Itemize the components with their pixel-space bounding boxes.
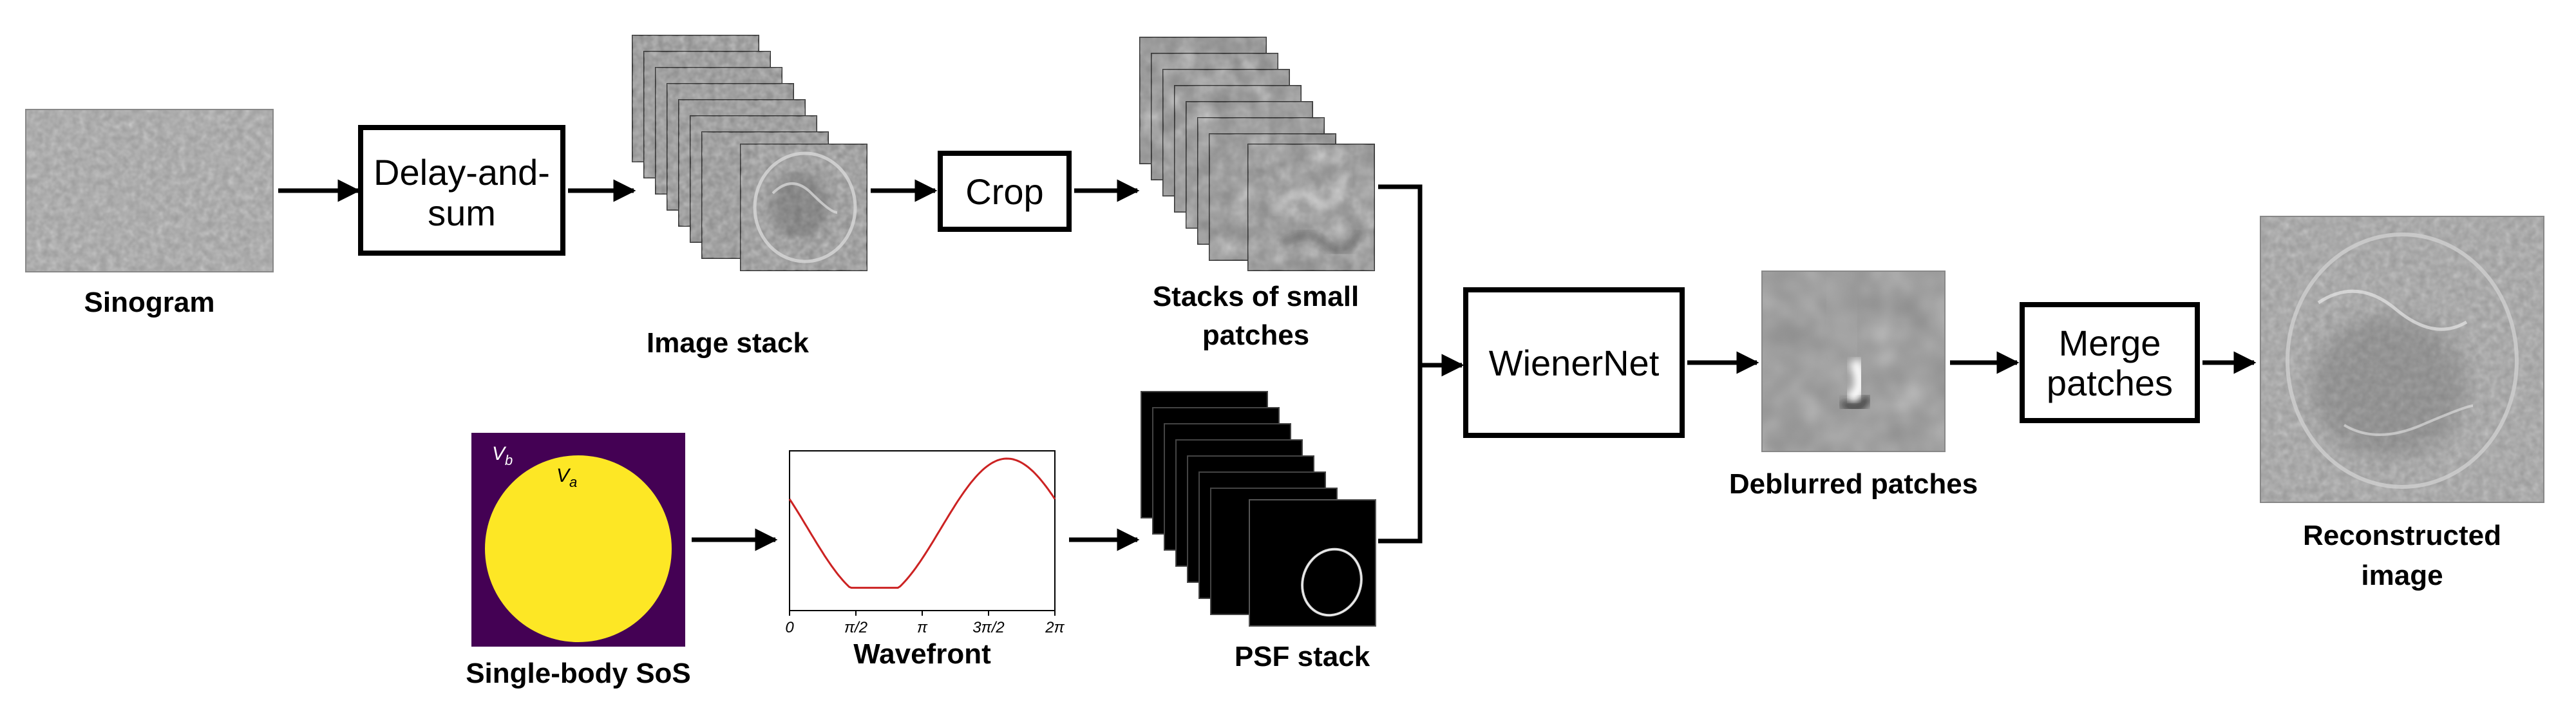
wavefront-plot: 0 π/2 π 3π/2 2π	[785, 450, 1065, 636]
psf-front-image	[1249, 499, 1376, 627]
sos-disk	[485, 455, 672, 642]
wavefront-tick-label: 0	[785, 619, 794, 636]
psf-stack-label: PSF stack	[1235, 641, 1370, 672]
deblurred-label: Deblurred patches	[1729, 468, 1978, 500]
wavefront-tick-label: 2π	[1045, 619, 1065, 636]
stack-front-image	[740, 144, 867, 271]
psf-stack	[1141, 391, 1376, 627]
wavefront-label: Wavefront	[853, 638, 991, 670]
deblurred-patch-image	[1761, 271, 1946, 452]
image-stack	[632, 35, 867, 271]
wavefront-tick-label: 3π/2	[972, 619, 1004, 636]
wienernet-label: WienerNet	[1489, 343, 1660, 383]
crop-label: Crop	[965, 171, 1043, 212]
connector-bracket	[1378, 184, 1423, 544]
image-stack-label: Image stack	[647, 327, 809, 359]
merge-patches-block: Merge patches	[2020, 302, 2200, 423]
wienernet-block: WienerNet	[1463, 287, 1685, 438]
wavefront-tick-label: π/2	[844, 619, 867, 636]
reconstructed-label-2: image	[2361, 560, 2443, 591]
crop-block: Crop	[938, 151, 1072, 232]
vb-label: Vb	[492, 443, 513, 468]
small-patches-label-1: Stacks of small	[1153, 281, 1359, 312]
sos-map: Vb Va	[471, 433, 685, 647]
merge-label-2: patches	[2047, 363, 2173, 403]
sinogram-label: Sinogram	[84, 287, 215, 318]
wavefront-curve	[788, 457, 1056, 589]
wavefront-axes	[789, 450, 1056, 611]
delay-and-sum-block: Delay-and- sum	[358, 125, 565, 256]
small-patches-label-2: patches	[1202, 319, 1309, 351]
va-label: Va	[556, 465, 577, 490]
merge-label-1: Merge	[2059, 323, 2161, 363]
patch-front-image	[1247, 144, 1375, 271]
wavefront-xticks: 0 π/2 π 3π/2 2π	[785, 611, 1065, 636]
single-body-label: Single-body SoS	[466, 658, 691, 689]
merge-connector	[1378, 184, 1464, 544]
small-patch-stack	[1139, 37, 1375, 271]
reconstructed-label-1: Reconstructed	[2303, 520, 2501, 551]
delay-and-sum-label-2: sum	[428, 193, 496, 233]
reconstructed-image	[2260, 216, 2544, 503]
wavefront-tick-label: π	[917, 619, 928, 636]
delay-and-sum-label-1: Delay-and-	[374, 152, 550, 193]
sinogram-image	[25, 109, 274, 272]
